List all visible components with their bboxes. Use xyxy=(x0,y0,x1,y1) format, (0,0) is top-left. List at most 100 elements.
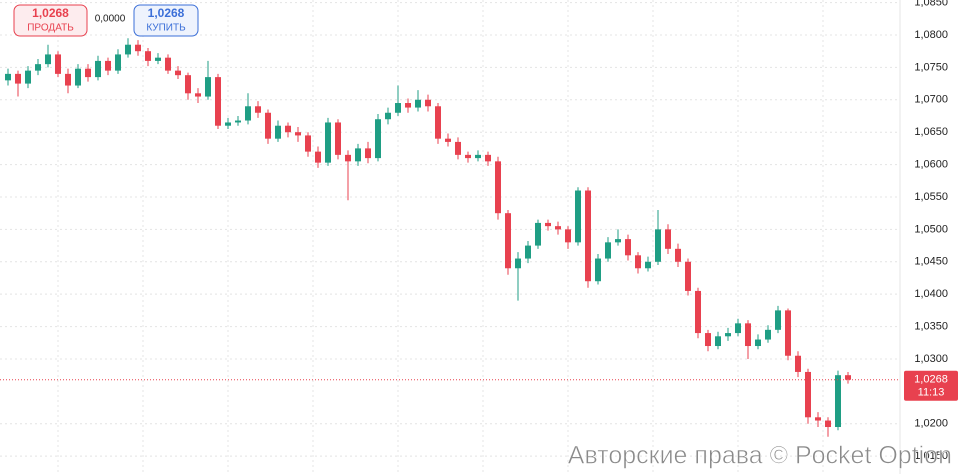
candle-body xyxy=(85,68,91,78)
candle-body xyxy=(215,77,221,126)
candle-body xyxy=(465,154,471,159)
buy-button[interactable]: 1,0268 КУПИТЬ xyxy=(133,4,199,37)
candle-body xyxy=(395,103,401,113)
candle-body xyxy=(145,51,151,61)
y-tick-label: 1,0150 xyxy=(914,450,948,462)
candle-body xyxy=(715,336,721,347)
candle-body xyxy=(695,290,701,334)
sell-label: ПРОДАТЬ xyxy=(27,23,74,34)
candle-body xyxy=(5,73,11,81)
candle-body xyxy=(805,371,811,418)
candle-body xyxy=(155,57,161,61)
candle-body xyxy=(705,333,711,347)
candle-body xyxy=(795,355,801,372)
y-tick-label: 1,0450 xyxy=(914,256,948,268)
y-tick-label: 1,0200 xyxy=(914,418,948,430)
candle-body xyxy=(165,57,171,71)
y-tick-label: 1,0300 xyxy=(914,353,948,365)
y-tick-label: 1,0350 xyxy=(914,320,948,332)
candle-body xyxy=(595,258,601,282)
candle-body xyxy=(285,125,291,133)
candle-body xyxy=(775,310,781,330)
candle-body xyxy=(405,103,411,108)
candle-body xyxy=(315,151,321,163)
candle-body xyxy=(335,122,341,155)
candle-body xyxy=(265,112,271,139)
candle-body xyxy=(345,154,351,162)
candle-body xyxy=(425,99,431,107)
candle-body xyxy=(585,190,591,282)
candle-body xyxy=(435,106,441,139)
buy-price: 1,0268 xyxy=(148,6,185,20)
candle-body xyxy=(485,154,491,162)
last-price-box xyxy=(904,370,958,401)
candle-body xyxy=(785,310,791,356)
buy-label: КУПИТЬ xyxy=(146,23,186,34)
candle-body xyxy=(35,64,41,71)
candle-body xyxy=(255,106,261,113)
candle-body xyxy=(725,333,731,337)
candle-body xyxy=(305,135,311,152)
candle-body xyxy=(415,99,421,108)
candle-body xyxy=(45,54,51,65)
candle-body xyxy=(235,120,241,123)
candle-body xyxy=(275,125,281,139)
candle-body xyxy=(75,68,81,86)
last-price-label: 1,0268 xyxy=(914,374,948,386)
candle-body xyxy=(105,60,111,71)
candle-body xyxy=(375,119,381,159)
timer: 11:13 xyxy=(918,387,945,399)
y-tick-label: 1,0700 xyxy=(914,94,948,106)
candle-body xyxy=(665,229,671,249)
candle-body xyxy=(175,70,181,76)
candle-body xyxy=(835,375,841,428)
candle-body xyxy=(625,239,631,256)
candle-body xyxy=(745,323,751,347)
candle-body xyxy=(95,60,101,78)
y-tick-label: 1,0500 xyxy=(914,223,948,235)
candle-body xyxy=(325,122,331,163)
candle-body xyxy=(495,161,501,214)
candle-body xyxy=(295,132,301,136)
candle-body xyxy=(205,77,211,97)
candle-body xyxy=(675,248,681,262)
candle-body xyxy=(535,222,541,246)
candle-body xyxy=(575,190,581,243)
candle-body xyxy=(385,112,391,120)
candle-body xyxy=(515,258,521,269)
candle-body xyxy=(355,148,361,162)
y-tick-label: 1,0650 xyxy=(914,126,948,138)
y-tick-label: 1,0800 xyxy=(914,29,948,41)
candle-body xyxy=(55,54,61,74)
candle-body xyxy=(565,229,571,243)
candle-body xyxy=(365,148,371,159)
candle-body xyxy=(505,213,511,269)
sell-button-box[interactable] xyxy=(13,4,88,37)
candle-body xyxy=(635,255,641,269)
candle-body xyxy=(65,73,71,86)
y-tick-label: 1,0750 xyxy=(914,61,948,73)
candle-body xyxy=(525,245,531,259)
candle-body xyxy=(15,73,21,84)
watermark: Авторские права © Pocket Option xyxy=(568,442,952,470)
spread: 0,0000 xyxy=(95,14,126,25)
candle-body xyxy=(455,141,461,155)
candle-body xyxy=(845,375,851,380)
candle-body xyxy=(125,44,131,55)
candle-body xyxy=(655,229,661,262)
candle-body xyxy=(195,93,201,97)
candle-body xyxy=(685,261,691,291)
buy-button-box[interactable] xyxy=(133,4,199,37)
y-tick-label: 1,0600 xyxy=(914,158,948,170)
candle-body xyxy=(815,417,821,421)
sell-price: 1,0268 xyxy=(32,6,69,20)
candle-body xyxy=(735,323,741,334)
candle-body xyxy=(825,420,831,428)
candle-body xyxy=(545,222,551,227)
candle-body xyxy=(605,242,611,259)
candles xyxy=(5,38,851,437)
sell-button[interactable]: 1,0268 ПРОДАТЬ xyxy=(13,4,88,37)
